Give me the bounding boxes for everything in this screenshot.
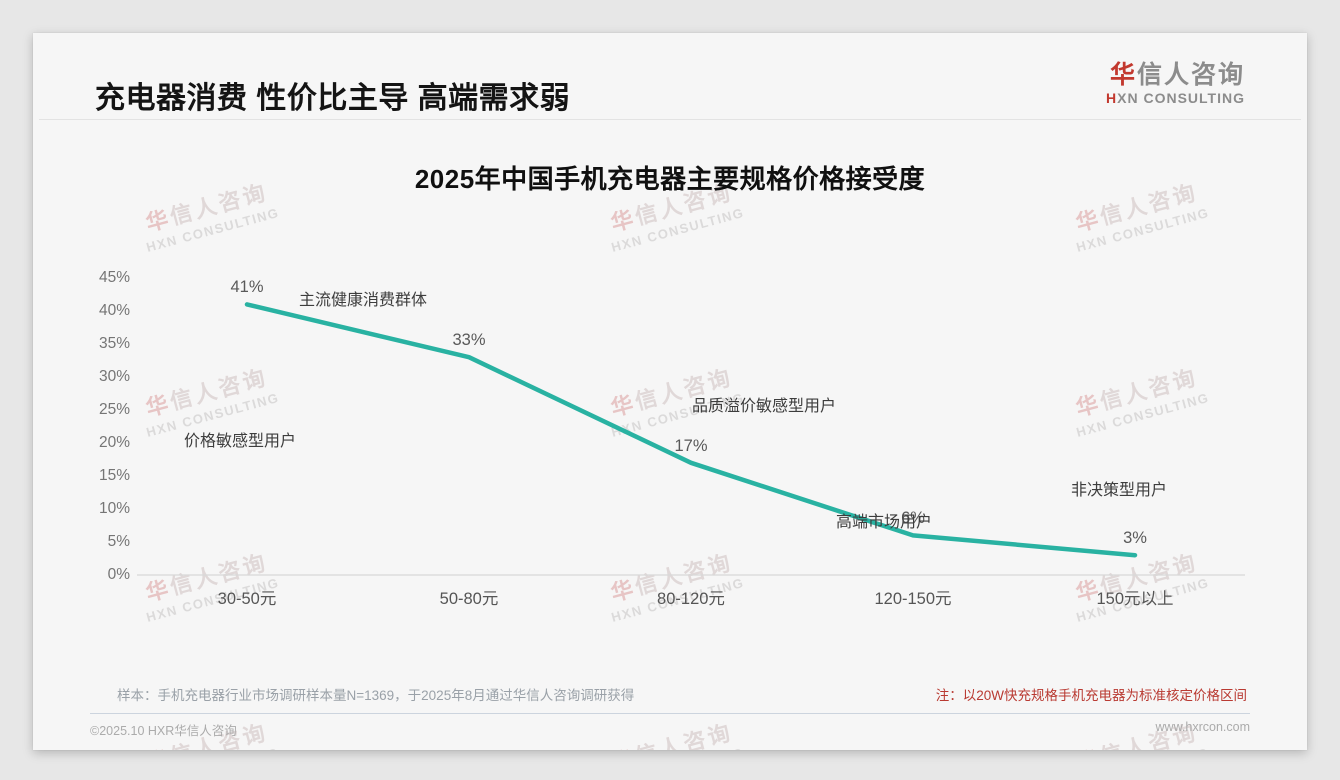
data-point-label: 33% bbox=[452, 331, 486, 350]
company-logo: 华信人咨询 HXN CONSULTING bbox=[1106, 61, 1245, 106]
y-axis-tick-label: 25% bbox=[98, 401, 130, 418]
x-axis-category-label: 80-120元 bbox=[657, 590, 725, 608]
y-axis-tick-label: 20% bbox=[98, 434, 130, 451]
header-divider bbox=[39, 119, 1301, 120]
annotation-label: 主流健康消费群体 bbox=[298, 292, 427, 309]
slide-card: 华信人咨询 HXN CONSULTING 华信人咨询 HXN CONSULTING 华信… bbox=[33, 33, 1307, 750]
x-axis-category-label: 120-150元 bbox=[874, 590, 952, 608]
page-title: 充电器消费 性价比主导 高端需求弱 bbox=[95, 82, 571, 115]
copyright-text: ©2025.10 HXR华信人咨询 bbox=[90, 724, 237, 738]
chart-canvas bbox=[137, 302, 1245, 576]
website-link: www.hxrcon.com bbox=[1155, 720, 1250, 734]
y-axis-tick-label: 40% bbox=[98, 302, 130, 319]
sample-note: 样本：手机充电器行业市场调研样本量N=1369，于2025年8月通过华信人咨询调… bbox=[117, 688, 635, 703]
footer-divider bbox=[90, 713, 1250, 714]
footer-bar: ©2025.10 HXR华信人咨询 www.hxrcon.com bbox=[90, 720, 1250, 739]
data-point-label: 41% bbox=[230, 278, 264, 297]
y-axis-tick-label: 5% bbox=[107, 533, 130, 550]
data-point-label: 3% bbox=[1123, 529, 1147, 548]
y-axis-tick-label: 30% bbox=[98, 368, 130, 385]
data-point-label: 17% bbox=[674, 436, 708, 455]
y-axis-tick-label: 45% bbox=[98, 269, 130, 286]
annotation-label: 价格敏感型用户 bbox=[183, 433, 296, 450]
chart-title: 2025年中国手机充电器主要规格价格接受度 bbox=[414, 164, 926, 194]
y-axis-tick-label: 10% bbox=[98, 500, 130, 517]
annotation-label: 高端市场用户 bbox=[835, 514, 932, 531]
y-axis-tick-label: 0% bbox=[107, 566, 130, 583]
x-axis-category-label: 30-50元 bbox=[217, 590, 277, 608]
trend-line bbox=[244, 302, 1138, 558]
logo-chinese-text: 华信人咨询 bbox=[1109, 61, 1245, 89]
y-axis-tick-label: 35% bbox=[98, 335, 130, 352]
y-axis-tick-label: 15% bbox=[98, 467, 130, 484]
annotation-label: 非决策型用户 bbox=[1070, 482, 1167, 499]
data-point-label: 6% bbox=[901, 509, 925, 528]
line-chart: 45% 40% 35% 30% 25% 20% 15% 10% 5% 0% 30-50元 50-80元… bbox=[33, 33, 1307, 750]
logo-english-text: HXN CONSULTING bbox=[1106, 89, 1245, 106]
price-note: 注：以20W快充规格手机充电器为标准核定价格区间 bbox=[935, 688, 1247, 703]
x-axis-category-label: 150元以上 bbox=[1096, 590, 1174, 608]
x-axis-category-label: 50-80元 bbox=[439, 590, 499, 608]
annotation-label: 品质溢价敏感型用户 bbox=[691, 398, 836, 415]
